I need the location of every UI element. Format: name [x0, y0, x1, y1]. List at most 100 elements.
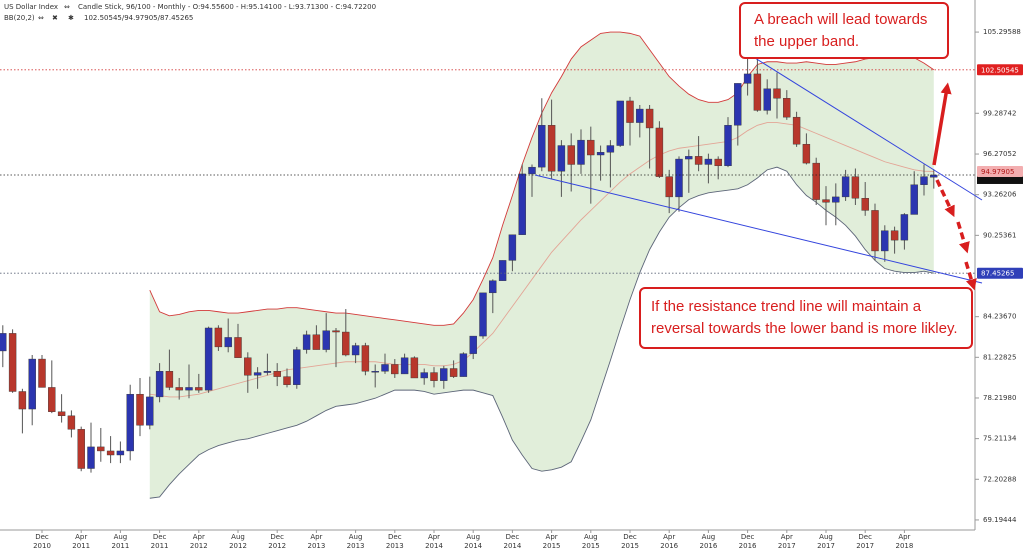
candle-body — [204, 327, 213, 391]
candle-body — [773, 88, 781, 99]
candle-body — [538, 125, 546, 168]
x-tick-month: Apr — [663, 533, 675, 541]
candle-body — [812, 162, 820, 200]
annotation-text: reversal towards the lower band is more … — [651, 320, 958, 337]
x-tick-year: 2017 — [856, 542, 874, 550]
candle-body — [851, 176, 860, 199]
candle-body — [440, 368, 448, 381]
candle-body — [694, 156, 703, 165]
x-tick-month: Apr — [546, 533, 558, 541]
candle-body — [498, 260, 507, 281]
x-tick-year: 2014 — [503, 542, 521, 550]
candle-body — [18, 391, 27, 410]
settings-icon[interactable]: ✱ — [68, 14, 74, 22]
candle-body — [616, 100, 624, 146]
band-tag — [977, 165, 1023, 177]
candle-body — [861, 198, 869, 211]
band-tag — [977, 267, 1023, 279]
link-icon[interactable]: ⇔ — [64, 3, 70, 11]
y-tick-label: 72.20288 — [983, 475, 1016, 483]
candle-body — [332, 330, 340, 333]
arrow-down — [964, 261, 977, 291]
candle-body — [714, 158, 722, 167]
chart-subtitle: Candle Stick, 96/100 - Monthly - O:94.55… — [78, 3, 376, 11]
x-tick-year: 2010 — [33, 542, 51, 550]
candle-body — [351, 345, 360, 356]
candle-body — [557, 145, 566, 172]
candle-body — [832, 196, 840, 203]
annotation-text: A breach will lead towards — [754, 11, 927, 28]
annotation-text: the upper band. — [754, 33, 859, 50]
candle-body — [8, 333, 17, 392]
header: US Dollar Index ⇔ Candle Stick, 96/100 -… — [4, 3, 376, 22]
candle-body — [753, 73, 762, 111]
x-tick-month: Apr — [428, 533, 440, 541]
candle-body — [871, 210, 879, 252]
x-tick-year: 2016 — [739, 542, 757, 550]
x-tick-year: 2014 — [425, 542, 443, 550]
y-tick-label: 69.19444 — [983, 516, 1017, 524]
x-tick-year: 2011 — [151, 542, 169, 550]
x-tick-month: Apr — [898, 533, 910, 541]
candle-body — [508, 234, 517, 261]
support-trend-line — [534, 174, 983, 284]
candle-body — [802, 143, 811, 164]
candle-body — [459, 353, 468, 377]
chart-title: US Dollar Index — [4, 3, 58, 11]
candle-body — [930, 174, 938, 178]
annotation-text: If the resistance trend line will mainta… — [651, 298, 922, 315]
candle-body — [283, 376, 291, 385]
candle-body — [312, 334, 321, 350]
candle-body — [195, 387, 203, 391]
candle-body — [528, 166, 536, 175]
candle-body — [244, 357, 252, 376]
candle-body — [273, 371, 281, 377]
x-tick-month: Dec — [741, 533, 755, 541]
indicator-name: BB(20,2) — [4, 14, 35, 22]
x-tick-month: Apr — [781, 533, 793, 541]
x-tick-year: 2012 — [229, 542, 247, 550]
close-icon[interactable]: ✖ — [52, 14, 58, 22]
candle-body — [596, 152, 605, 156]
x-tick-month: Aug — [702, 533, 716, 541]
candle-body — [136, 393, 144, 426]
candle-body — [890, 230, 899, 241]
annotation-box: If the resistance trend line will mainta… — [639, 287, 973, 349]
candle-body — [155, 371, 164, 398]
candle-body — [214, 327, 223, 348]
candle-body — [675, 158, 683, 198]
x-tick-month: Aug — [114, 533, 128, 541]
candle-body — [381, 364, 389, 372]
candle-body — [900, 214, 909, 241]
x-tick-month: Aug — [231, 533, 245, 541]
candle-body — [342, 331, 350, 356]
x-tick-month: Aug — [584, 533, 598, 541]
candle-body — [253, 372, 262, 376]
candle-body — [302, 334, 311, 350]
x-tick-year: 2011 — [111, 542, 129, 550]
band-lower — [149, 166, 934, 499]
arrow-down — [956, 221, 970, 254]
candle-body — [77, 429, 85, 469]
x-tick-year: 2018 — [895, 542, 913, 550]
indicator-readout: 102.50545/94.97905/87.45265 — [84, 14, 193, 22]
candle-body — [87, 446, 95, 469]
x-tick-year: 2015 — [621, 542, 639, 550]
x-tick-month: Apr — [193, 533, 205, 541]
candle-body — [822, 199, 830, 203]
candle-body — [38, 358, 46, 388]
x-tick-year: 2017 — [778, 542, 796, 550]
link-icon[interactable]: ⇔ — [38, 14, 44, 22]
candle-body — [881, 230, 889, 252]
y-tick-label: 99.28742 — [983, 109, 1016, 117]
candle-body — [724, 125, 732, 167]
candle-body — [361, 345, 370, 372]
candle-body — [518, 173, 526, 235]
x-tick-year: 2013 — [307, 542, 325, 550]
candle-body — [116, 450, 125, 456]
x-tick-year: 2017 — [817, 542, 835, 550]
candle-body — [665, 176, 673, 198]
x-tick-year: 2016 — [699, 542, 717, 550]
y-tick-label: 105.29588 — [983, 28, 1021, 36]
y-tick-label: 81.22825 — [983, 353, 1016, 361]
